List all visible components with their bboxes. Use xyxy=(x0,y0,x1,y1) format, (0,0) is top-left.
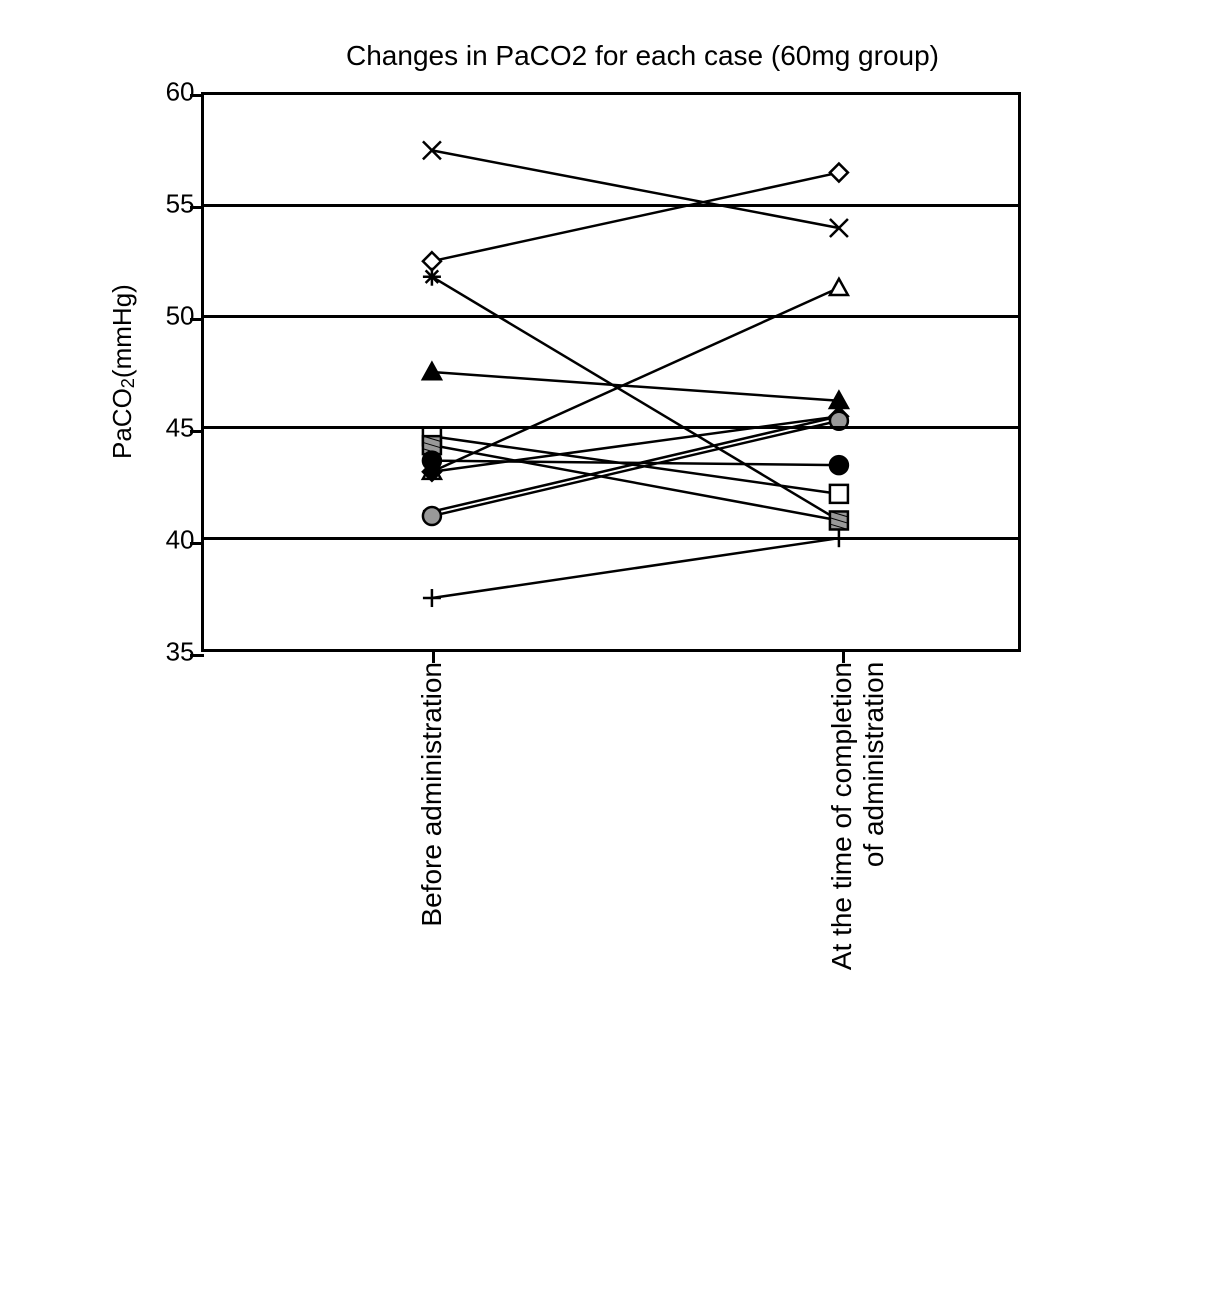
y-tick-label: 60 xyxy=(166,77,195,108)
marker-diamond-open xyxy=(422,252,440,270)
y-tick-label: 50 xyxy=(166,301,195,332)
plot-container: PaCO2(mmHg) 354045505560 xyxy=(103,92,1103,652)
y-tick-mark xyxy=(190,206,204,209)
marker-circle-hatched xyxy=(422,507,440,525)
marker-square-open xyxy=(829,485,847,503)
marker-circle-filled xyxy=(829,456,847,474)
y-axis-ticks: 354045505560 xyxy=(151,92,201,652)
marker-asterisk xyxy=(422,268,440,286)
x-axis-ticks: Before administration At the time of comp… xyxy=(201,652,1021,1112)
data-layer xyxy=(204,95,1018,649)
y-tick-mark xyxy=(190,318,204,321)
marker-plus xyxy=(422,589,440,607)
y-tick-mark xyxy=(190,542,204,545)
series-line xyxy=(431,421,838,516)
y-tick-label: 55 xyxy=(166,189,195,220)
gridline xyxy=(204,204,1018,207)
series-line xyxy=(431,372,838,401)
y-tick-label: 40 xyxy=(166,525,195,556)
series-line xyxy=(431,538,838,598)
marker-triangle-filled xyxy=(422,363,440,379)
x-tick-label: At the time of completion of administrat… xyxy=(826,662,890,970)
gridline xyxy=(204,537,1018,540)
gridline xyxy=(204,315,1018,318)
y-tick-label: 35 xyxy=(166,637,195,668)
paco2-chart: Changes in PaCO2 for each case (60mg gro… xyxy=(103,40,1103,1112)
marker-square-hatched xyxy=(829,511,847,529)
y-tick-label: 45 xyxy=(166,413,195,444)
gridline xyxy=(204,426,1018,429)
y-axis-label: PaCO2(mmHg) xyxy=(103,92,143,652)
chart-title: Changes in PaCO2 for each case (60mg gro… xyxy=(183,40,1103,72)
y-tick-mark xyxy=(190,94,204,97)
marker-triangle-open xyxy=(829,279,847,295)
plot-area xyxy=(201,92,1021,652)
marker-diamond-open xyxy=(829,164,847,182)
y-tick-mark xyxy=(190,430,204,433)
x-tick-label: Before administration xyxy=(416,662,448,927)
